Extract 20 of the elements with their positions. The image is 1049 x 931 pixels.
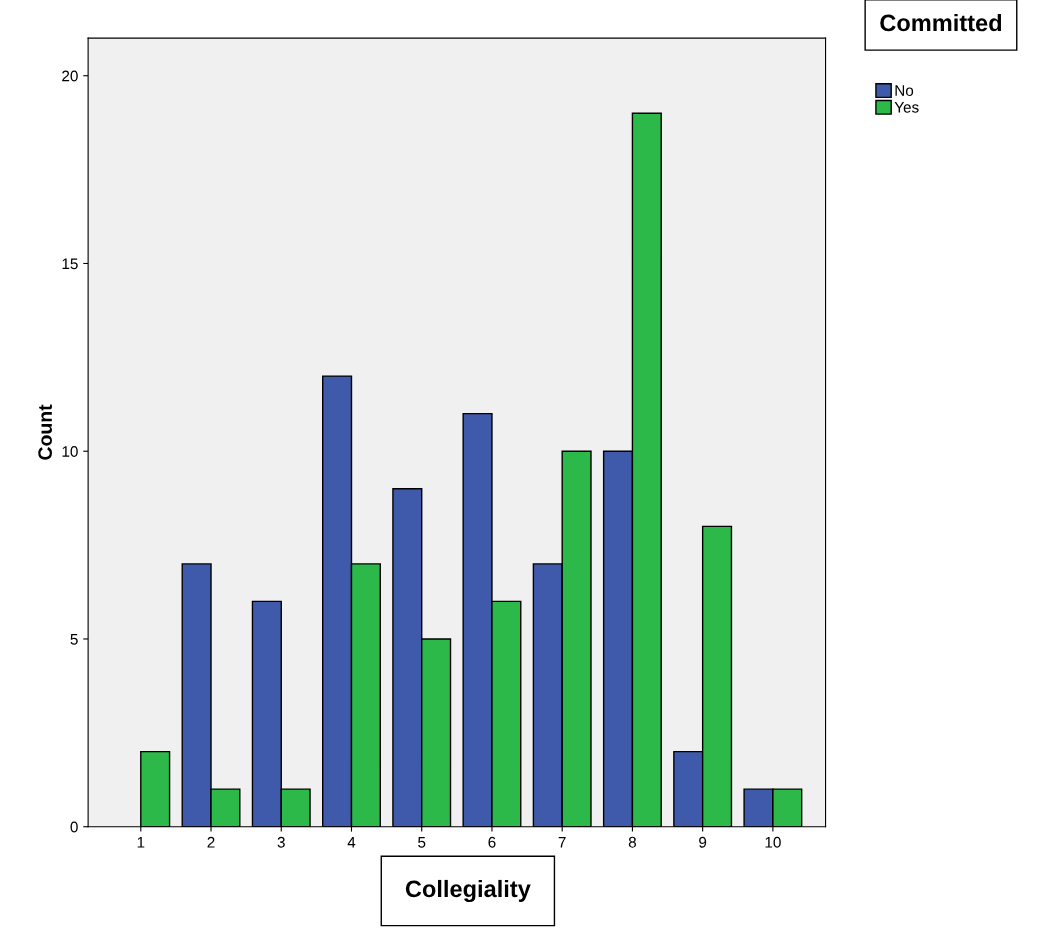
y-tick-label: 0 bbox=[70, 821, 78, 833]
y-tick-label: 10 bbox=[62, 446, 78, 457]
legend-label: No bbox=[895, 85, 914, 96]
x-tick-label: 8 bbox=[628, 836, 637, 848]
x-tick-label: 7 bbox=[558, 837, 566, 848]
x-tick-label: 4 bbox=[347, 837, 356, 848]
x-axis-title: Collegiality bbox=[405, 879, 531, 903]
x-tick-label: 1 bbox=[137, 837, 145, 848]
x-tick-label: 10 bbox=[765, 836, 781, 848]
y-axis-title: Count bbox=[38, 404, 52, 460]
y-tick-label: 5 bbox=[70, 634, 78, 645]
x-tick-label: 3 bbox=[277, 836, 285, 848]
x-tick-label: 2 bbox=[207, 836, 215, 848]
y-tick-label: 15 bbox=[62, 258, 78, 270]
legend-label: Yes bbox=[894, 102, 919, 113]
legend-title: Committed bbox=[880, 13, 1002, 32]
x-tick-label: 5 bbox=[418, 837, 426, 848]
x-tick-label: 9 bbox=[699, 836, 707, 848]
y-tick-label: 20 bbox=[62, 70, 78, 82]
x-tick-label: 6 bbox=[488, 836, 496, 848]
